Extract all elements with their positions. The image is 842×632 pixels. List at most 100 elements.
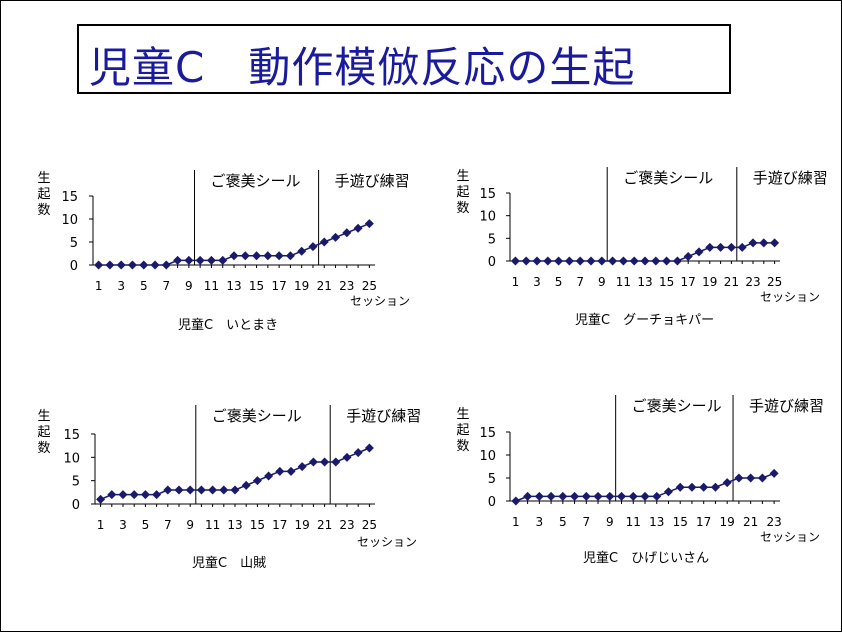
- y-axis-label-char: 生: [37, 171, 50, 186]
- data-point: [722, 478, 732, 488]
- x-tick-label: 15: [250, 518, 265, 532]
- data-point: [593, 491, 603, 501]
- data-point: [364, 219, 374, 229]
- data-point: [652, 491, 662, 501]
- data-point: [353, 223, 363, 233]
- x-tick-label: 1: [95, 279, 103, 293]
- data-point: [532, 256, 542, 266]
- phase-label: ご褒美シール: [211, 172, 301, 190]
- y-tick-label: 10: [63, 451, 80, 466]
- x-tick-label: 7: [162, 279, 170, 293]
- phase-label: ご褒美シール: [212, 407, 302, 425]
- x-tick-label: 7: [164, 518, 172, 532]
- data-point: [662, 256, 672, 266]
- y-tick-label: 15: [479, 426, 496, 441]
- data-point: [570, 491, 580, 501]
- data-point: [118, 490, 128, 500]
- x-tick-label: 11: [204, 279, 219, 293]
- data-point: [523, 491, 533, 501]
- data-point: [174, 485, 184, 495]
- data-point: [746, 473, 756, 483]
- x-tick-label: 15: [659, 275, 674, 289]
- data-point: [586, 256, 596, 266]
- x-axis-label: セッション: [357, 535, 417, 549]
- chart-subtitle: 児童C 山賊: [192, 555, 266, 571]
- x-tick-label: 3: [117, 279, 125, 293]
- data-point: [737, 242, 747, 252]
- data-point: [196, 485, 206, 495]
- x-tick-label: 9: [598, 275, 606, 289]
- y-tick-label: 10: [61, 213, 78, 228]
- y-tick-label: 10: [479, 210, 496, 225]
- phase-label: 手遊び練習: [346, 407, 421, 425]
- chart-subtitle: 児童C グーチョキパー: [575, 312, 714, 328]
- x-tick-label: 9: [606, 515, 614, 529]
- data-point: [105, 260, 115, 270]
- x-tick-label: 11: [626, 515, 641, 529]
- y-axis-label-char: 起: [37, 187, 50, 202]
- data-point: [297, 462, 307, 472]
- chart-subtitle: 児童C ひげじいさん: [583, 550, 709, 566]
- data-point: [618, 256, 628, 266]
- data-point: [628, 491, 638, 501]
- x-tick-label: 5: [559, 515, 567, 529]
- x-tick-label: 19: [295, 518, 310, 532]
- x-tick-label: 3: [536, 515, 544, 529]
- y-tick-label: 10: [479, 449, 496, 464]
- data-point: [757, 473, 767, 483]
- y-tick-label: 15: [63, 428, 80, 443]
- data-point: [672, 256, 682, 266]
- y-axis-label-char: 起: [456, 185, 469, 200]
- data-point: [534, 491, 544, 501]
- data-point: [218, 255, 228, 265]
- y-axis-label-char: 生: [456, 169, 469, 184]
- y-tick-label: 0: [488, 255, 496, 270]
- x-tick-label: 9: [185, 279, 193, 293]
- y-tick-label: 15: [61, 190, 78, 205]
- x-tick-label: 21: [743, 515, 758, 529]
- y-axis-label-char: 起: [37, 425, 50, 440]
- data-point: [510, 256, 520, 266]
- y-tick-label: 0: [72, 498, 80, 513]
- y-tick-label: 5: [488, 472, 496, 487]
- data-point: [96, 494, 106, 504]
- x-tick-label: 5: [555, 275, 563, 289]
- phase-label: 手遊び練習: [749, 397, 824, 415]
- data-point: [331, 232, 341, 242]
- x-tick-label: 17: [271, 279, 286, 293]
- y-tick-label: 15: [479, 187, 496, 202]
- data-point: [521, 256, 531, 266]
- y-axis-label-char: 起: [456, 423, 469, 438]
- data-point: [353, 448, 363, 458]
- data-point: [263, 251, 273, 261]
- data-point: [581, 491, 591, 501]
- data-point: [683, 251, 693, 261]
- x-tick-label: 19: [294, 279, 309, 293]
- data-point: [107, 490, 117, 500]
- data-point: [575, 256, 585, 266]
- data-point: [699, 482, 709, 492]
- y-axis-label-char: 数: [456, 201, 469, 216]
- data-point: [184, 255, 194, 265]
- data-point: [230, 485, 240, 495]
- x-tick-label: 11: [616, 275, 631, 289]
- data-point: [173, 255, 183, 265]
- data-point: [675, 482, 685, 492]
- x-tick-label: 1: [512, 515, 520, 529]
- x-tick-label: 21: [317, 279, 332, 293]
- data-point: [163, 485, 173, 495]
- x-tick-label: 15: [673, 515, 688, 529]
- y-tick-label: 5: [488, 232, 496, 247]
- x-tick-label: 3: [533, 275, 541, 289]
- title-box: 児童C 動作模倣反応の生起: [77, 24, 731, 94]
- data-point: [617, 491, 627, 501]
- data-point: [274, 251, 284, 261]
- phase-label: 手遊び練習: [753, 169, 828, 187]
- data-point: [629, 256, 639, 266]
- x-tick-label: 23: [766, 515, 781, 529]
- data-point: [342, 452, 352, 462]
